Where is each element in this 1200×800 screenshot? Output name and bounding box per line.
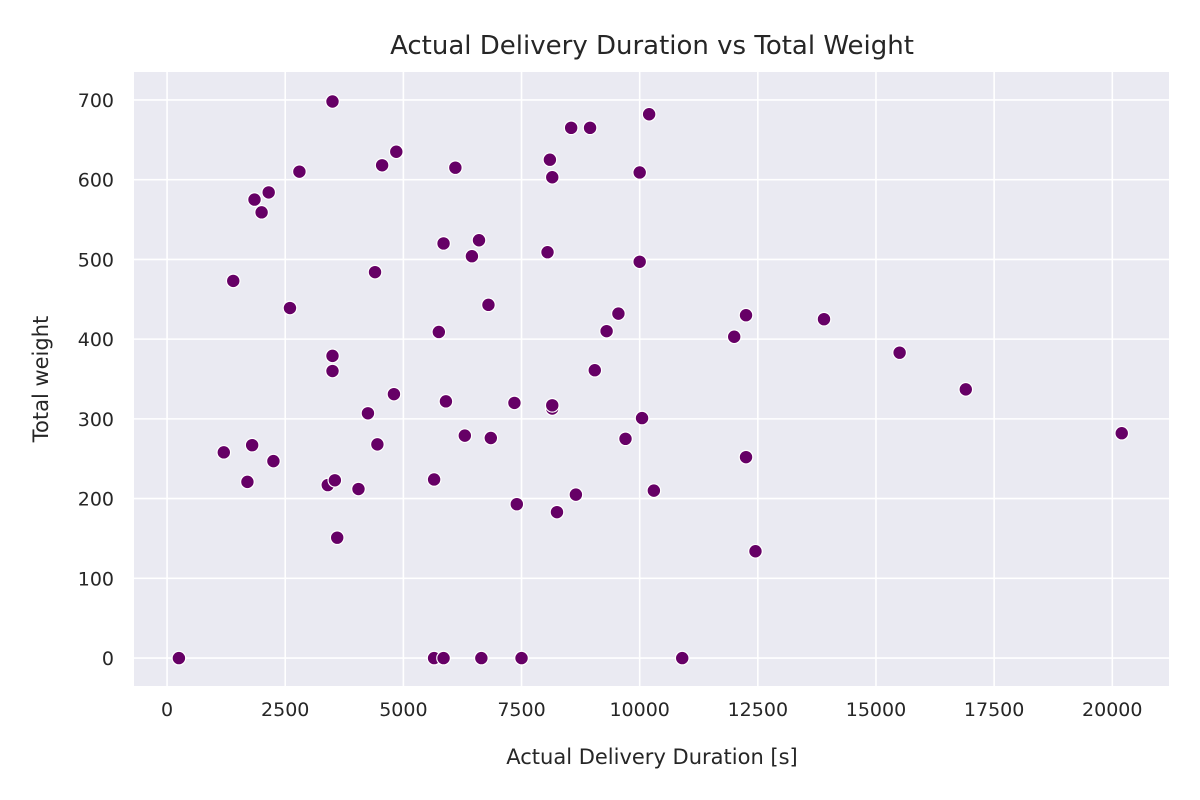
x-tick-label: 5000 [379, 699, 427, 721]
data-point [674, 650, 690, 666]
data-point [367, 264, 383, 280]
data-point [641, 106, 657, 122]
data-point [473, 650, 489, 666]
y-tick-label: 400 [78, 329, 114, 351]
y-axis-ticks: 0 100 200 300 400 500 600 700 [78, 90, 114, 670]
data-point [587, 362, 603, 378]
data-point [426, 472, 442, 487]
data-point [388, 144, 404, 160]
data-point [892, 345, 908, 361]
data-point [611, 306, 626, 322]
data-point [544, 169, 560, 185]
x-tick-label: 0 [161, 699, 173, 721]
data-point [447, 160, 463, 176]
y-tick-label: 500 [78, 249, 114, 271]
data-point [618, 431, 633, 447]
data-point [646, 483, 662, 499]
x-tick-label: 20000 [1082, 699, 1142, 721]
data-point [457, 428, 473, 444]
data-point [282, 300, 298, 316]
data-point [325, 94, 340, 109]
data-point [254, 204, 270, 220]
x-axis-label: Actual Delivery Duration [s] [506, 745, 798, 769]
x-axis-ticks: 0 2500 5000 7500 10000 12500 15000 17500 20000 [161, 699, 1142, 721]
data-point [261, 185, 277, 200]
data-point [582, 120, 598, 136]
data-point [464, 248, 480, 264]
data-point [225, 273, 241, 289]
data-point [507, 395, 522, 411]
data-point [351, 481, 366, 497]
data-point [240, 474, 255, 490]
data-point [327, 472, 343, 488]
plot-area [134, 72, 1169, 686]
data-point [738, 307, 754, 323]
data-point [738, 449, 754, 465]
y-tick-label: 0 [102, 648, 114, 670]
data-point [542, 152, 558, 168]
data-point [549, 504, 565, 520]
data-point [509, 496, 525, 512]
data-point [599, 323, 615, 339]
data-point [431, 324, 447, 340]
data-point [481, 297, 496, 313]
x-tick-label: 15000 [846, 699, 906, 721]
data-point [563, 120, 579, 136]
data-point [244, 437, 260, 453]
data-point [329, 530, 345, 546]
data-point [568, 487, 584, 503]
y-tick-label: 700 [78, 90, 114, 112]
data-point [369, 436, 385, 452]
x-tick-label: 2500 [261, 699, 309, 721]
data-point [292, 164, 307, 180]
data-point [514, 650, 529, 666]
data-point [436, 650, 451, 666]
data-point [216, 444, 232, 460]
data-point [544, 397, 560, 413]
data-points [171, 94, 1130, 666]
data-point [325, 348, 340, 364]
y-axis-label: Total weight [29, 316, 53, 444]
data-point [247, 192, 262, 207]
data-point [374, 157, 390, 173]
x-tick-label: 7500 [497, 699, 545, 721]
data-point [483, 430, 499, 446]
data-point [634, 410, 650, 426]
y-tick-label: 300 [78, 409, 114, 431]
data-point [171, 650, 187, 666]
data-point [436, 236, 451, 251]
data-point [726, 329, 742, 345]
data-point [632, 254, 648, 270]
x-tick-label: 10000 [609, 699, 669, 721]
data-point [540, 244, 555, 260]
data-point [1114, 425, 1130, 441]
data-point [386, 386, 402, 402]
grid [134, 72, 1169, 686]
data-point [266, 453, 281, 469]
data-point [816, 311, 832, 327]
y-tick-label: 100 [78, 568, 114, 590]
data-point [360, 405, 376, 421]
data-point [632, 165, 648, 180]
data-point [471, 232, 487, 248]
y-tick-label: 600 [78, 170, 114, 192]
x-tick-label: 12500 [728, 699, 788, 721]
x-tick-label: 17500 [964, 699, 1024, 721]
chart-title: Actual Delivery Duration vs Total Weight [390, 31, 914, 61]
y-tick-label: 200 [78, 489, 114, 511]
data-point [438, 393, 454, 409]
data-point [325, 363, 340, 379]
data-point [958, 381, 974, 397]
data-point [748, 543, 763, 559]
